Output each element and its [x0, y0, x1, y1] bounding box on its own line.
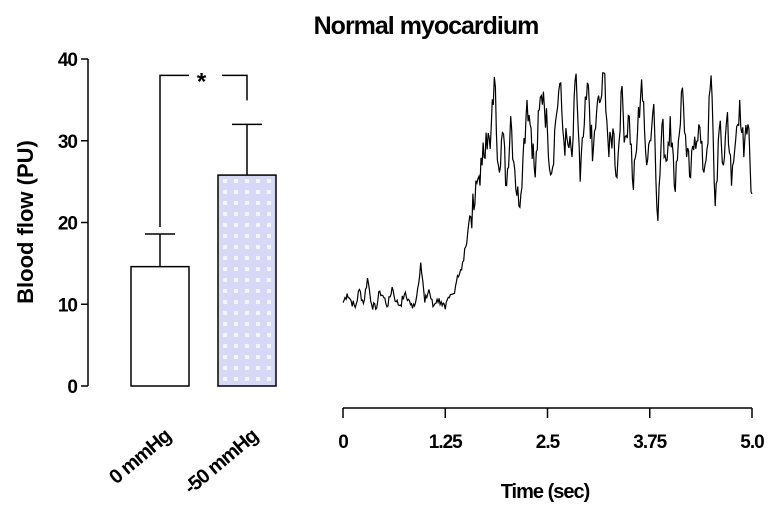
line-x-tick-label-3: 3.75: [633, 432, 667, 453]
chart-title: Normal myocardium: [314, 12, 539, 40]
bar-chart: 0 10 20 30 40 * 0 mmHg -50 mmHg Blood flow (P…: [13, 50, 277, 499]
y-axis-label: Blood flow (PU): [13, 140, 38, 304]
category-label-0: 0 mmHg: [105, 425, 175, 489]
category-labels: 0 mmHg -50 mmHg: [105, 425, 262, 499]
significance-bracket: [159, 74, 248, 227]
blood-flow-trace: [342, 72, 753, 311]
bar-y-tick-label-1: 10: [58, 295, 78, 316]
bar-0: [130, 265, 190, 387]
bar-y-tick-label-2: 20: [58, 214, 78, 235]
bar-1: [217, 174, 277, 387]
line-chart: 0 1.25 2.5 3.75 5.0 Time (sec): [338, 72, 765, 503]
error-bar-0: [145, 233, 175, 267]
bar-y-ticks: 0 10 20 30 40: [58, 50, 88, 398]
line-x-tick-label-0: 0: [338, 432, 348, 453]
line-x-ticks: 0 1.25 2.5 3.75 5.0: [338, 408, 765, 453]
error-bar-1: [232, 123, 262, 176]
bar-y-tick-label-0: 0: [67, 377, 77, 398]
line-x-tick-label-4: 5.0: [740, 432, 764, 453]
significance-label: *: [197, 68, 207, 95]
bars: [130, 174, 277, 387]
bar-y-tick-label-3: 30: [58, 132, 78, 153]
bar-y-tick-label-4: 40: [58, 50, 78, 71]
category-label-1: -50 mmHg: [180, 425, 262, 499]
error-bars: [145, 123, 262, 267]
line-x-tick-label-1: 1.25: [429, 432, 463, 453]
x-axis-label: Time (sec): [501, 481, 590, 503]
line-x-tick-label-2: 2.5: [536, 432, 561, 453]
